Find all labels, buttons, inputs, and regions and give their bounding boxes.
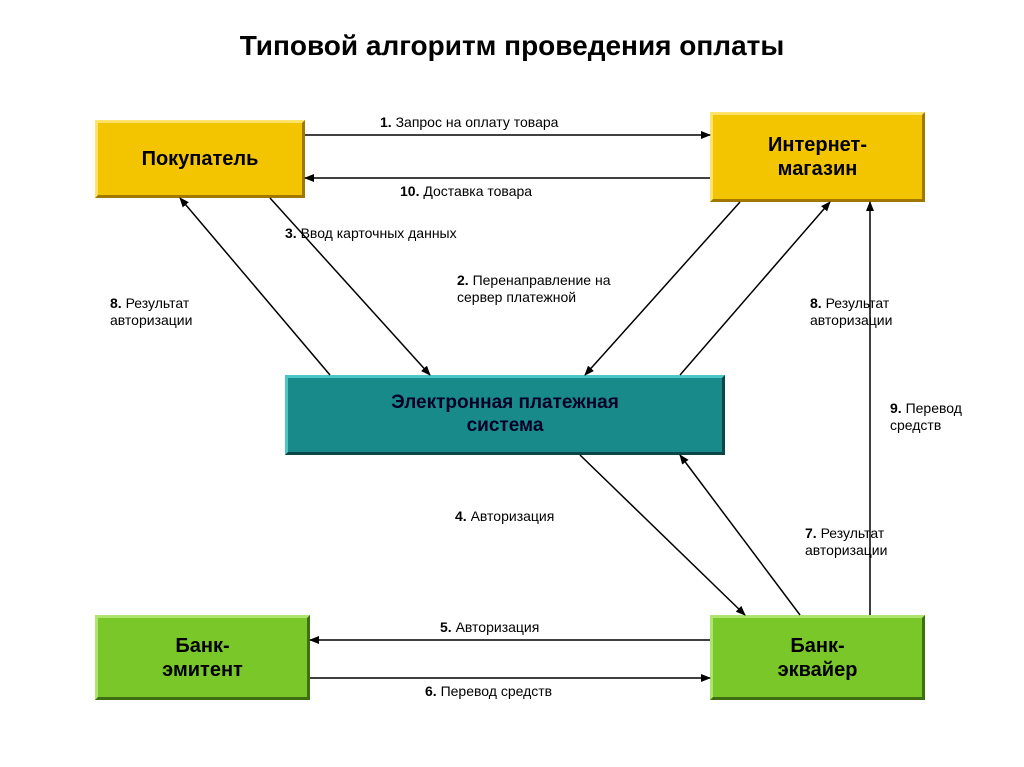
edge-label-e9: 9. Переводсредств: [890, 400, 962, 434]
node-shop: Интернет-магазин: [710, 112, 925, 202]
node-eps: Электронная платежнаясистема: [285, 375, 725, 455]
edge-e8b: [680, 202, 830, 375]
node-issuer: Банк-эмитент: [95, 615, 310, 700]
edge-label-e5: 5. Авторизация: [440, 619, 539, 636]
edge-label-e8b: 8. Результатавторизации: [810, 295, 892, 329]
edge-label-e1: 1. Запрос на оплату товара: [380, 114, 558, 131]
node-acquirer-label: Банк-эквайер: [778, 634, 858, 682]
edge-label-e3: 3. Ввод карточных данных: [285, 225, 457, 242]
edge-e7: [680, 455, 800, 615]
edge-label-e6: 6. Перевод средств: [425, 683, 552, 700]
edge-e4: [580, 455, 745, 615]
node-issuer-label: Банк-эмитент: [162, 634, 243, 682]
edge-label-e8a: 8. Результатавторизации: [110, 295, 192, 329]
edge-label-e7: 7. Результатавторизации: [805, 525, 887, 559]
edge-label-e4: 4. Авторизация: [455, 508, 554, 525]
edge-label-e10: 10. Доставка товара: [400, 183, 532, 200]
node-acquirer: Банк-эквайер: [710, 615, 925, 700]
node-buyer: Покупатель: [95, 120, 305, 198]
node-eps-label: Электронная платежнаясистема: [391, 392, 619, 438]
edge-label-e2: 2. Перенаправление насервер платежной: [457, 272, 611, 306]
page-title: Типовой алгоритм проведения оплаты: [0, 30, 1024, 62]
node-buyer-label: Покупатель: [142, 147, 259, 171]
node-shop-label: Интернет-магазин: [768, 133, 867, 181]
